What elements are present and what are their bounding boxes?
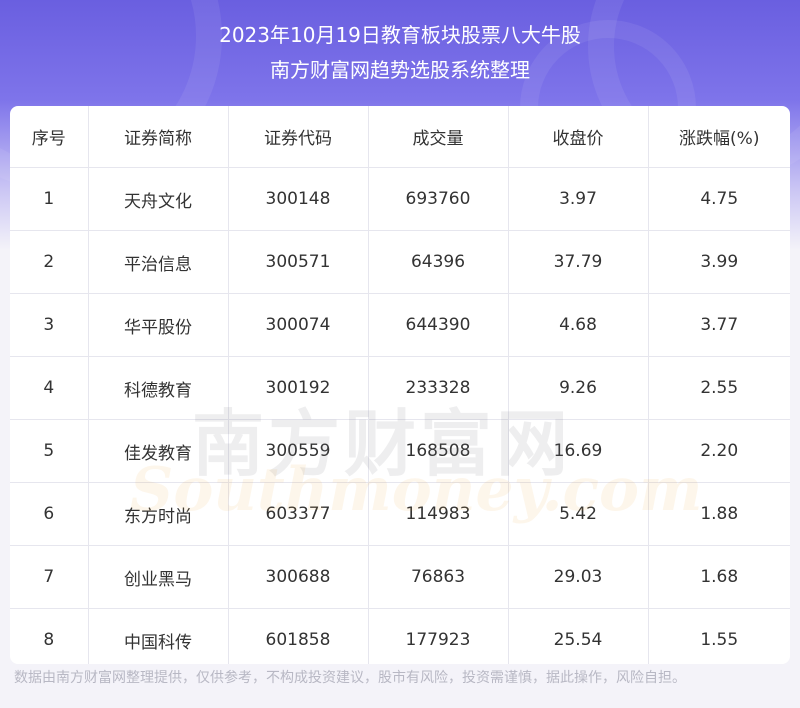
cell-stock-name: 东方时尚 bbox=[88, 482, 229, 546]
cell-stock-name: 中国科传 bbox=[88, 608, 229, 664]
disclaimer-text: 数据由南方财富网整理提供，仅供参考，不构成投资建议，股市有风险，投资需谨慎，据此… bbox=[14, 670, 686, 686]
cell-index: 3 bbox=[10, 293, 89, 357]
cell-close-price: 4.68 bbox=[508, 293, 649, 357]
cell-close-price: 9.26 bbox=[508, 356, 649, 420]
cell-volume: 168508 bbox=[368, 419, 509, 483]
column-header-code: 证券代码 bbox=[228, 106, 369, 168]
table-header-row: 序号 证券简称 证券代码 成交量 收盘价 涨跌幅(%) bbox=[10, 106, 790, 168]
cell-stock-code: 300074 bbox=[228, 293, 369, 357]
cell-stock-code: 300148 bbox=[228, 167, 369, 231]
cell-index: 6 bbox=[10, 482, 89, 546]
cell-volume: 114983 bbox=[368, 482, 509, 546]
table-row: 4 科德教育 300192 233328 9.26 2.55 bbox=[10, 356, 790, 420]
cell-volume: 644390 bbox=[368, 293, 509, 357]
cell-stock-code: 300192 bbox=[228, 356, 369, 420]
cell-close-price: 16.69 bbox=[508, 419, 649, 483]
cell-change-pct: 1.55 bbox=[700, 630, 739, 650]
stock-table: 序号 证券简称 证券代码 成交量 收盘价 涨跌幅(%) 1 天舟文化 300148 6… bbox=[10, 106, 790, 664]
cell-index: 2 bbox=[10, 230, 89, 294]
cell-close-price: 3.97 bbox=[508, 167, 649, 231]
cell-close-price: 5.42 bbox=[508, 482, 649, 546]
table-row: 2 平治信息 300571 64396 37.79 3.99 bbox=[10, 230, 790, 294]
column-header-close: 收盘价 bbox=[508, 106, 649, 168]
cell-stock-name: 平治信息 bbox=[88, 230, 229, 294]
page-subtitle: 南方财富网趋势选股系统整理 bbox=[270, 58, 530, 82]
cell-index: 1 bbox=[10, 167, 89, 231]
cell-change-pct: 2.20 bbox=[648, 419, 790, 483]
cell-stock-code: 300571 bbox=[228, 230, 369, 294]
column-header-index: 序号 bbox=[10, 106, 89, 168]
table-row: 7 创业黑马 300688 76863 29.03 1.68 bbox=[10, 545, 790, 609]
cell-change-pct: 3.77 bbox=[648, 293, 790, 357]
cell-index: 7 bbox=[10, 545, 89, 609]
column-header-name: 证券简称 bbox=[88, 106, 229, 168]
cell-index: 8 bbox=[10, 608, 89, 664]
cell-volume: 177923 bbox=[368, 608, 509, 664]
stock-table-card: 序号 证券简称 证券代码 成交量 收盘价 涨跌幅(%) 1 天舟文化 300148 6… bbox=[10, 106, 790, 664]
cell-index: 4 bbox=[10, 356, 89, 420]
cell-stock-code: 601858 bbox=[228, 608, 369, 664]
column-header-change: 涨跌幅(%) bbox=[648, 106, 790, 168]
cell-volume: 64396 bbox=[368, 230, 509, 294]
cell-change-pct: 4.75 bbox=[648, 167, 790, 231]
cell-change-pct: 1.88 bbox=[648, 482, 790, 546]
table-row: 8 中国科传 601858 177923 25.54 1.55 bbox=[10, 608, 790, 664]
table-row: 5 佳发教育 300559 168508 16.69 2.20 bbox=[10, 419, 790, 483]
cell-stock-code: 300688 bbox=[228, 545, 369, 609]
cell-stock-name: 创业黑马 bbox=[88, 545, 229, 609]
table-row: 3 华平股份 300074 644390 4.68 3.77 bbox=[10, 293, 790, 357]
cell-change-pct: 1.68 bbox=[648, 545, 790, 609]
cell-volume: 693760 bbox=[368, 167, 509, 231]
cell-change-pct: 2.55 bbox=[648, 356, 790, 420]
cell-close-price: 37.79 bbox=[508, 230, 649, 294]
cell-volume: 233328 bbox=[368, 356, 509, 420]
cell-index: 5 bbox=[10, 419, 89, 483]
cell-stock-name: 科德教育 bbox=[88, 356, 229, 420]
cell-stock-code: 603377 bbox=[228, 482, 369, 546]
cell-stock-code: 300559 bbox=[228, 419, 369, 483]
column-header-volume: 成交量 bbox=[368, 106, 509, 168]
cell-stock-name: 天舟文化 bbox=[88, 167, 229, 231]
cell-volume: 76863 bbox=[368, 545, 509, 609]
cell-close-price: 29.03 bbox=[508, 545, 649, 609]
cell-change-pct: 3.99 bbox=[648, 230, 790, 294]
cell-stock-name: 华平股份 bbox=[88, 293, 229, 357]
page-title: 2023年10月19日教育板块股票八大牛股 bbox=[219, 23, 581, 47]
table-row: 6 东方时尚 603377 114983 5.42 1.88 bbox=[10, 482, 790, 546]
cell-stock-name: 佳发教育 bbox=[88, 419, 229, 483]
cell-close-price: 25.54 bbox=[508, 608, 649, 664]
table-row: 1 天舟文化 300148 693760 3.97 4.75 bbox=[10, 167, 790, 231]
